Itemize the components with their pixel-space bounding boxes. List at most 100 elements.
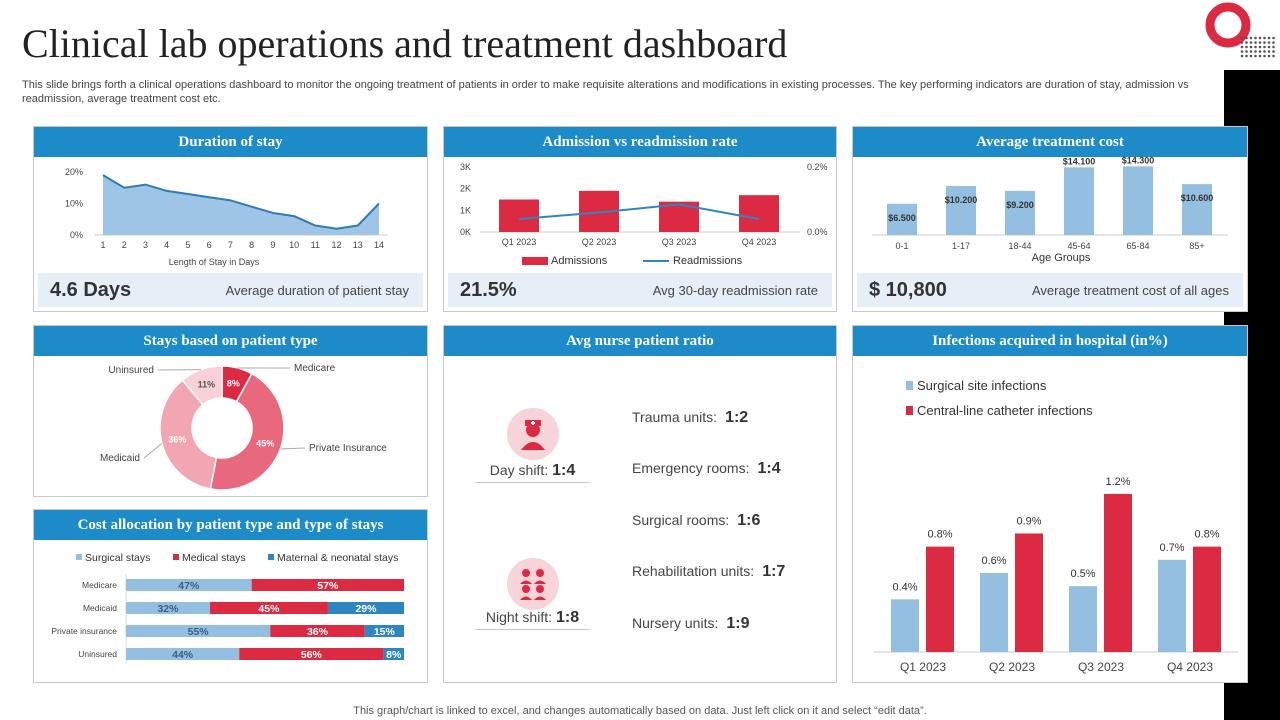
legend-label-readmissions: Readmissions: [673, 255, 743, 267]
x-tick-label: 1: [100, 240, 105, 250]
stacked-bar-segment: [239, 648, 384, 660]
cost-bar: [887, 203, 917, 235]
stays-title: Stays based on patient type: [34, 326, 427, 356]
nurse-panel: Avg nurse patient ratio: [443, 325, 837, 683]
shift-value: 1:4: [552, 462, 576, 479]
pie-data-label: 45%: [256, 439, 274, 449]
cost-panel: Average treatment cost $ 10,800 Average t…: [852, 126, 1248, 312]
pie-category-label: Medicare: [294, 363, 336, 374]
y-right-tick-label: 0.0%: [807, 227, 828, 237]
ratio-emergency: Emergency rooms: 1:4: [632, 460, 781, 478]
x-tick-label: 1-17: [952, 241, 970, 251]
allocation-panel: Cost allocation by patient type and type…: [33, 509, 428, 683]
data-label: $14.300: [1122, 155, 1155, 165]
day-shift: Day shift: 1:4: [475, 462, 590, 483]
kpi-value: $ 10,800: [869, 279, 947, 301]
x-tick-label: Q3 2023: [662, 237, 697, 247]
pie-slice: [181, 365, 223, 406]
kpi-value: 4.6 Days: [50, 279, 132, 301]
segment-label: 36%: [307, 626, 329, 638]
legend-swatch: [906, 406, 913, 415]
x-tick-label: 8: [249, 240, 254, 250]
ratio-value: 1:9: [726, 615, 750, 632]
stays-panel: Stays based on patient type: [33, 325, 428, 497]
night-shift: Night shift: 1:8: [475, 609, 590, 630]
data-label: 0.5%: [1070, 568, 1095, 580]
legend-swatch: [906, 381, 913, 390]
x-axis-label: Age Groups: [1032, 252, 1091, 264]
x-tick-label: Q1 2023: [900, 660, 946, 674]
data-label: $10.200: [945, 195, 978, 205]
data-label: 0.6%: [981, 555, 1006, 567]
ratio-trauma: Trauma units: 1:2: [632, 409, 748, 427]
x-tick-label: 65-84: [1126, 241, 1149, 251]
data-label: 0.4%: [892, 581, 917, 593]
cost-kpi: $ 10,800 Average treatment cost of all ag…: [857, 273, 1243, 307]
x-tick-label: 85+: [1189, 241, 1204, 251]
y-tick-label: Uninsured: [78, 649, 117, 659]
legend-swatch: [268, 554, 274, 560]
infection-bar: [926, 546, 954, 652]
cost-bar: [1182, 184, 1212, 235]
ratio-label: Trauma units:: [632, 409, 718, 425]
x-tick-label: 6: [207, 240, 212, 250]
x-tick-label: Q1 2023: [502, 237, 537, 247]
ratio-value: 1:6: [737, 512, 761, 529]
pie-data-label: 11%: [198, 380, 216, 390]
stacked-bar-segment: [126, 625, 271, 637]
nurse-group-icon: [507, 558, 559, 610]
segment-label: 55%: [188, 626, 210, 638]
duration-kpi: 4.6 Days Average duration of patient stay: [38, 273, 423, 307]
x-tick-label: 13: [353, 240, 363, 250]
y-left-tick-label: 0K: [460, 227, 471, 237]
page-title: Clinical lab operations and treatment da…: [22, 21, 788, 66]
y-right-tick-label: 0.2%: [807, 162, 828, 172]
duration-line: [102, 174, 380, 230]
infection-bar: [1158, 559, 1186, 652]
data-label: 0.7%: [1159, 542, 1184, 554]
pie-category-label: Uninsured: [108, 365, 154, 376]
data-label: 0.8%: [1194, 529, 1219, 541]
legend-label-admissions: Admissions: [551, 255, 608, 267]
infection-bar: [891, 599, 919, 652]
data-label: 0.9%: [1016, 515, 1041, 527]
ratio-label: Rehabilitation units:: [632, 563, 755, 579]
data-label: 0.8%: [927, 529, 952, 541]
admissions-bar: [739, 195, 779, 232]
x-tick-label: 12: [332, 240, 342, 250]
ratio-label: Nursery units:: [632, 615, 719, 631]
ratio-value: 1:7: [762, 563, 786, 580]
data-label: $6.500: [888, 213, 916, 223]
segment-label: 47%: [178, 580, 200, 592]
cost-bar: [946, 186, 976, 235]
infection-bar: [1069, 586, 1097, 652]
y-tick-label: 10%: [65, 199, 83, 209]
infection-bar: [980, 572, 1008, 652]
stacked-bar-segment: [364, 625, 404, 637]
pie-leader-line: [143, 443, 163, 459]
y-left-tick-label: 2K: [460, 184, 471, 194]
x-tick-label: 2: [122, 240, 127, 250]
segment-label: 45%: [258, 603, 280, 615]
cost-bar: [1123, 166, 1153, 235]
stacked-bar-segment: [383, 648, 404, 660]
x-tick-label: 11: [311, 240, 320, 250]
ratio-label: Emergency rooms:: [632, 460, 750, 476]
stacked-bar-segment: [126, 648, 240, 660]
y-tick-label: Medicare: [82, 580, 117, 590]
page-description: This slide brings forth a clinical opera…: [22, 79, 1189, 105]
cost-bar: [1005, 190, 1035, 235]
x-tick-label: 0-1: [895, 241, 908, 251]
admissions-bar: [499, 199, 539, 232]
shift-value: 1:8: [556, 609, 580, 626]
data-label: 1.2%: [1105, 476, 1130, 488]
stacked-bar-segment: [209, 602, 328, 614]
kpi-label: Average duration of patient stay: [225, 283, 409, 298]
legend-label: Surgical site infections: [917, 378, 1047, 393]
x-tick-label: 3: [143, 240, 148, 250]
x-tick-label: Q3 2023: [1078, 660, 1124, 674]
infection-bar: [1015, 533, 1043, 652]
pie-slice: [209, 372, 285, 491]
y-tick-label: Medicaid: [83, 603, 117, 613]
